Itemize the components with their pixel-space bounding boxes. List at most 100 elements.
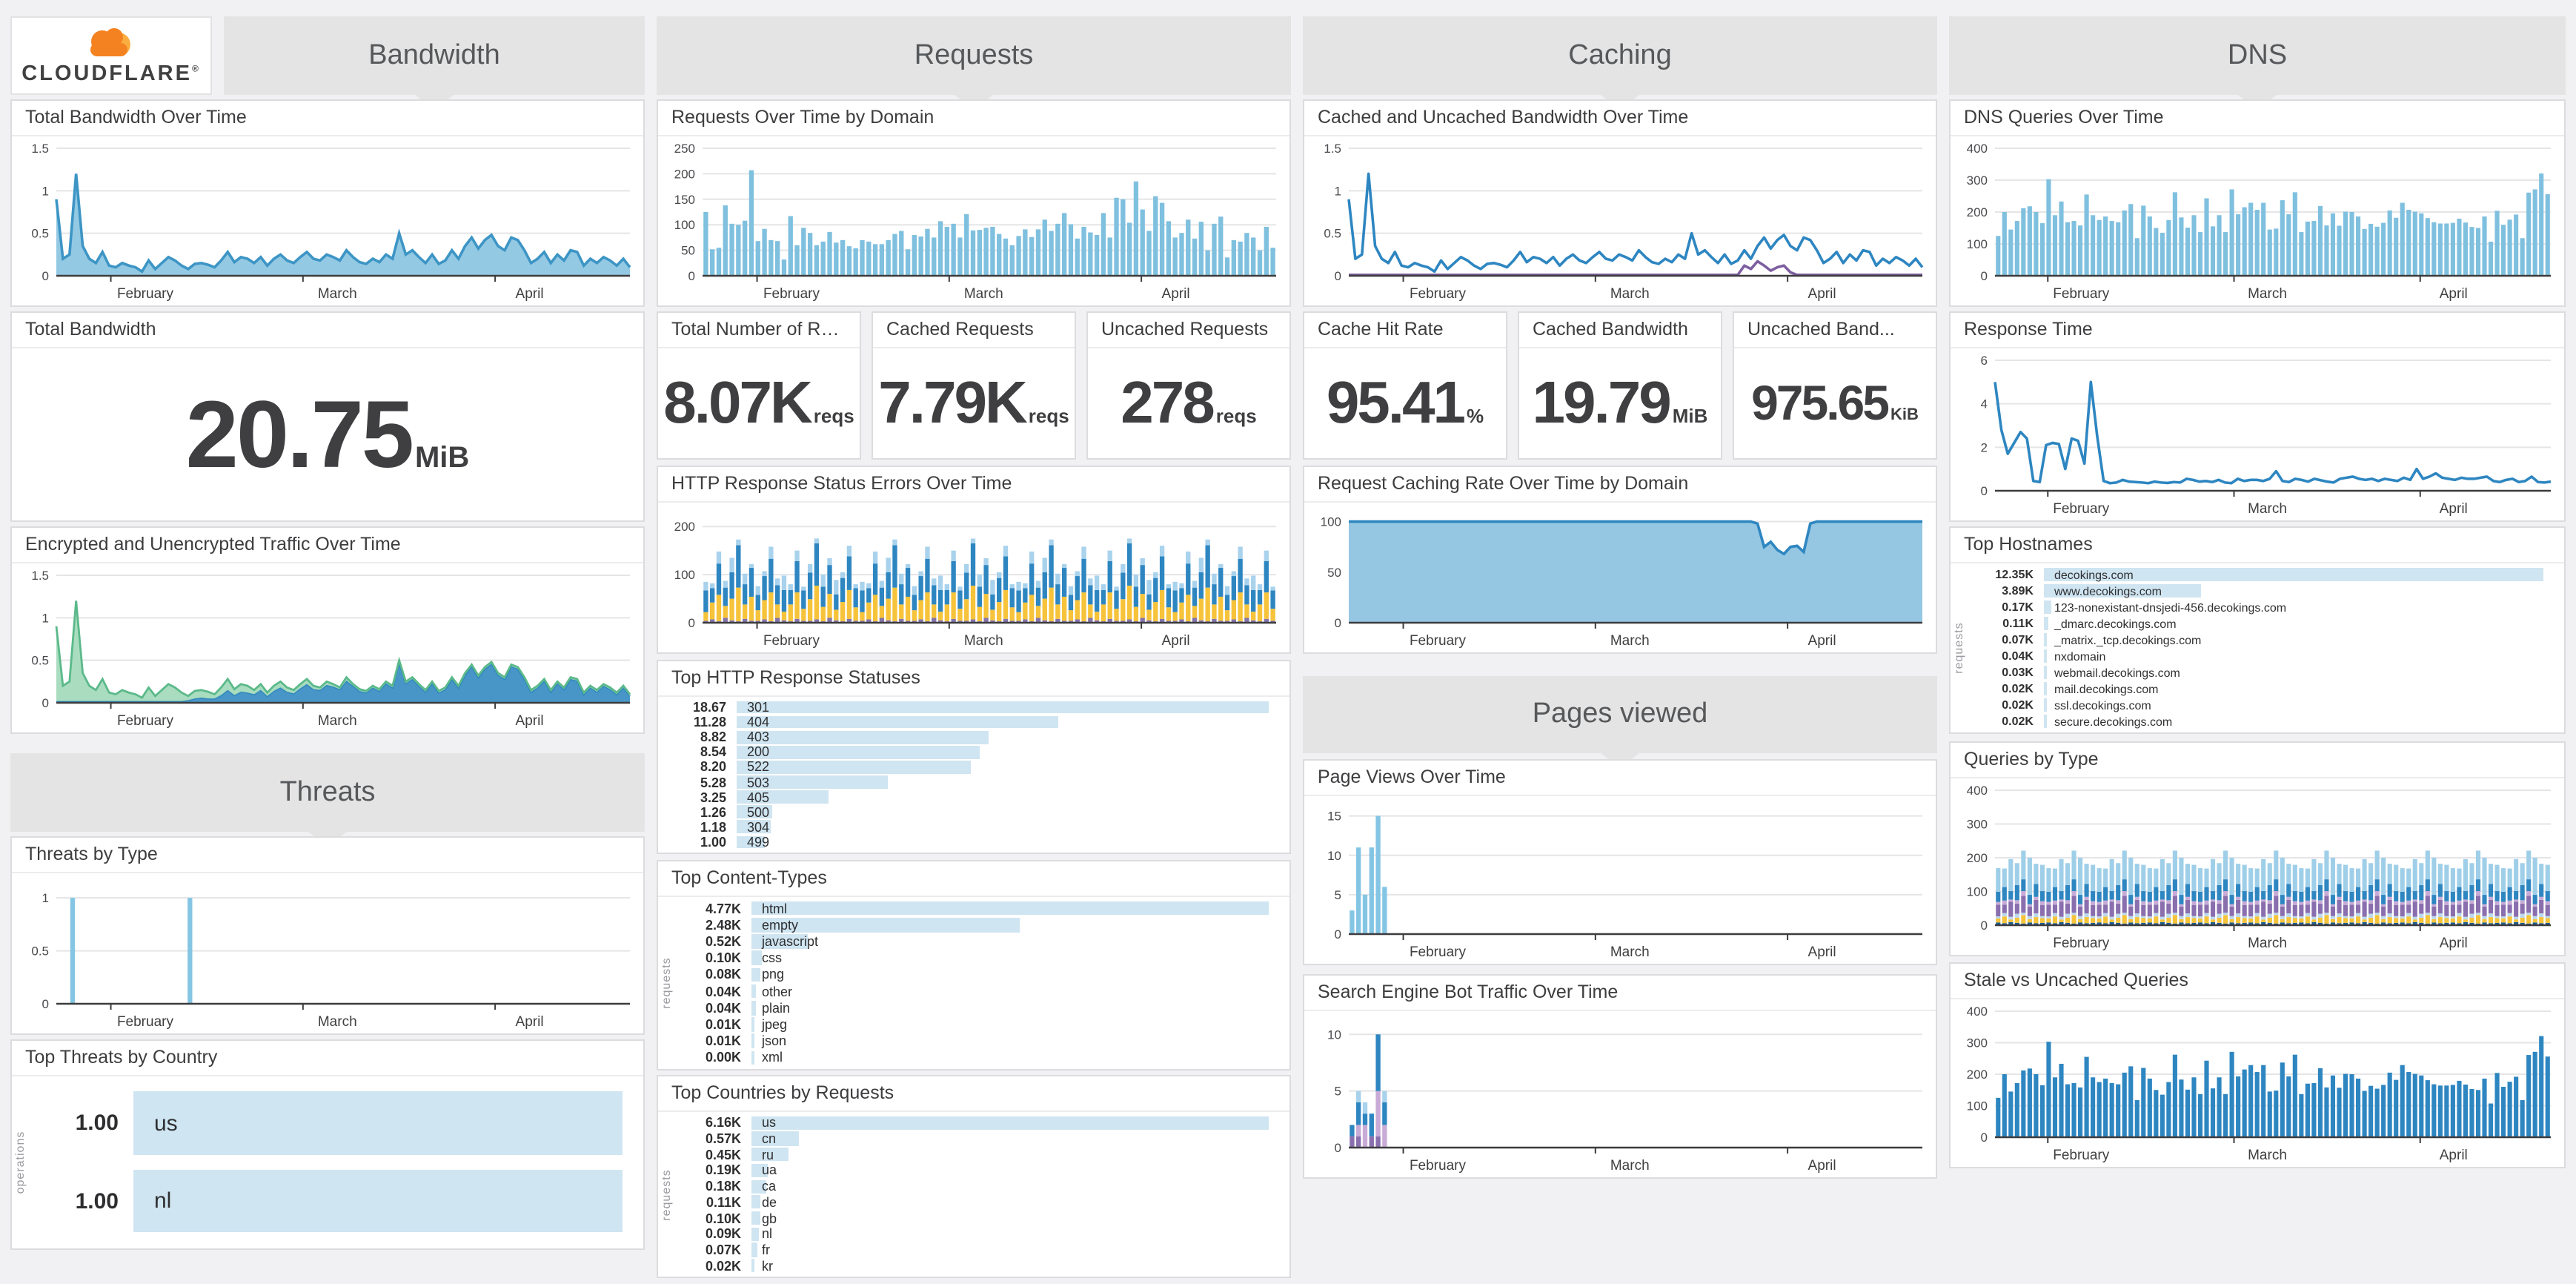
svg-text:1.5: 1.5 [31,142,49,156]
hbar-label: plain [762,1000,791,1016]
svg-text:1.5: 1.5 [1324,142,1341,156]
svg-text:April: April [1162,286,1190,302]
svg-text:0.5: 0.5 [31,944,49,959]
hbar-value: 0.17K [2002,600,2034,614]
svg-text:0: 0 [1981,484,1988,498]
hbar-track: other [751,983,1269,999]
section-title: Threats [279,776,376,807]
stat-value: 8.07K [663,370,813,435]
request-caching-rate-chart[interactable]: 0 50 100 February March April [1304,503,1936,652]
hbar-value: 3.25 [700,790,726,805]
hbar-track: fr [751,1242,1269,1257]
hbar-bar [2044,616,2048,631]
svg-text:100: 100 [1967,1099,1988,1113]
cloudflare-cloud-icon [87,28,138,63]
dns-queries-chart[interactable]: 0 100 200 300 400 February March April [1951,136,2564,305]
svg-text:April: April [1162,633,1190,649]
hbar-value: 5.28 [700,775,726,790]
stale-uncached-queries-chart[interactable]: 0 100 200 300 400 February March April [1951,999,2564,1167]
hbar-bar [751,901,1269,916]
hbar-bar [2044,681,2048,696]
search-bot-traffic-chart[interactable]: 0 5 10 February March April [1304,1011,1936,1177]
stat-unit: MiB [1672,404,1708,426]
hbar-label: nl [154,1188,172,1214]
hbar-row: 1.18 304 [664,820,1275,835]
svg-text:April: April [1808,633,1836,649]
hbar-value: 0.07K [705,1242,741,1257]
hbar-bar [751,1050,755,1065]
top-threats-by-country-list[interactable]: operations 1.00 us 1.00 nl [12,1076,643,1248]
chart-svg: 0 2 4 6 February March April [1981,354,2552,517]
y-axis-label: requests [660,957,673,1009]
requests-over-time-chart[interactable]: 0 50 100 150 200 250 February March April [658,136,1289,305]
svg-text:1: 1 [42,891,49,905]
hbar-track: us [133,1089,623,1157]
hbar-bar [2044,649,2048,663]
svg-text:0: 0 [1335,616,1341,630]
chart-svg: 0 0.5 1 1.5 February March April [1324,142,1924,302]
svg-text:March: March [2248,286,2287,302]
hbar-value: 0.04K [705,984,741,999]
svg-text:February: February [117,1014,174,1030]
svg-text:400: 400 [1967,1005,1988,1019]
hbar-row: 8.20 522 [664,760,1275,775]
hbar-bar [751,1017,755,1032]
hbar-bar [737,790,829,804]
hbar-label: fr [762,1242,770,1257]
section-title: Requests [914,39,1034,70]
hbar-bar [751,1131,800,1146]
chart-svg: 0 0.5 1 February March April [31,891,630,1030]
http-errors-chart[interactable]: 0 100 200 February March April [658,503,1289,652]
svg-text:April: April [516,713,544,729]
total-bandwidth-chart[interactable]: 0 0.5 1 1.5 February March April [12,136,643,305]
hbar-value: 0.00K [705,1050,741,1065]
svg-text:2: 2 [1981,440,1988,454]
hbar-track: ca [751,1179,1269,1194]
stat-unit: MiB [414,442,470,474]
hbar-bar [737,761,971,774]
cached-uncached-bandwidth-chart[interactable]: 0 0.5 1 1.5 February March April [1304,136,1936,305]
svg-text:February: February [1410,286,1467,302]
panel-requests-over-time: Requests Over Time by Domain 0 50 100 150 20… [657,99,1291,307]
hbar-track: decokings.com [2044,566,2543,583]
chart-svg: 0 0.5 1 1.5 February March April [31,142,631,302]
stat-unit: KiB [1890,406,1919,424]
hbar-row: 8.82 403 [664,729,1275,744]
stat-value: 95.41 [1326,370,1466,435]
cloudflare-logo: CLOUDFLARE® [10,16,212,95]
hbar-bar [751,1033,755,1049]
svg-text:0: 0 [688,616,695,630]
top-countries-list[interactable]: requests 6.16K us 0.57K cn 0.45K ru 0.19K ua 0.18… [658,1112,1289,1277]
panel-top-countries: Top Countries by Requests requests 6.16K u… [657,1075,1291,1278]
svg-text:200: 200 [674,167,695,181]
svg-text:0.5: 0.5 [31,227,49,241]
hbar-value: 0.52K [705,934,741,949]
hbar-track: 403 [737,729,1269,744]
hbar-track: 404 [737,715,1269,729]
stat-label: Cached Bandwidth [1519,313,1721,348]
svg-text:50: 50 [681,244,695,258]
hbar-track: nl [751,1226,1269,1242]
stat-unit: reqs [1028,404,1069,426]
svg-text:April: April [1808,1158,1836,1174]
hbar-value: 3.89K [2002,584,2034,598]
page-views-chart[interactable]: 0 5 10 15 February March April [1304,796,1936,964]
queries-by-type-chart[interactable]: 0 100 200 300 400 February March April [1951,778,2564,955]
top-content-types-list[interactable]: requests 4.77K html 2.48K empty 0.52K javascri… [658,897,1289,1069]
svg-text:0: 0 [42,696,49,710]
threats-by-type-chart[interactable]: 0 0.5 1 February March April [12,873,643,1033]
hbar-value: 1.00 [75,1111,119,1136]
cloudflare-wordmark: CLOUDFLARE® [21,62,201,87]
top-hostnames-list[interactable]: requests 12.35K decokings.com 3.89K www.deco… [1951,563,2564,732]
hbar-track: cn [751,1131,1269,1146]
response-time-chart[interactable]: 0 2 4 6 February March April [1951,348,2564,520]
hbar-label: _matrix._tcp.decokings.com [2054,633,2202,646]
stat-card-uncached-requests: Uncached Requests 278 reqs [1086,311,1291,460]
section-title: DNS [2227,39,2288,70]
hbar-bar [133,1170,623,1233]
top-http-statuses-list[interactable]: 18.67 301 11.28 404 8.82 403 8.54 200 8.20 522 5.2… [658,697,1289,853]
encrypted-traffic-chart[interactable]: 0 0.5 1 1.5 February March April [12,563,643,732]
hbar-value: 1.00 [700,834,726,850]
svg-text:March: March [318,713,357,729]
hbar-value: 0.02K [2002,698,2034,712]
